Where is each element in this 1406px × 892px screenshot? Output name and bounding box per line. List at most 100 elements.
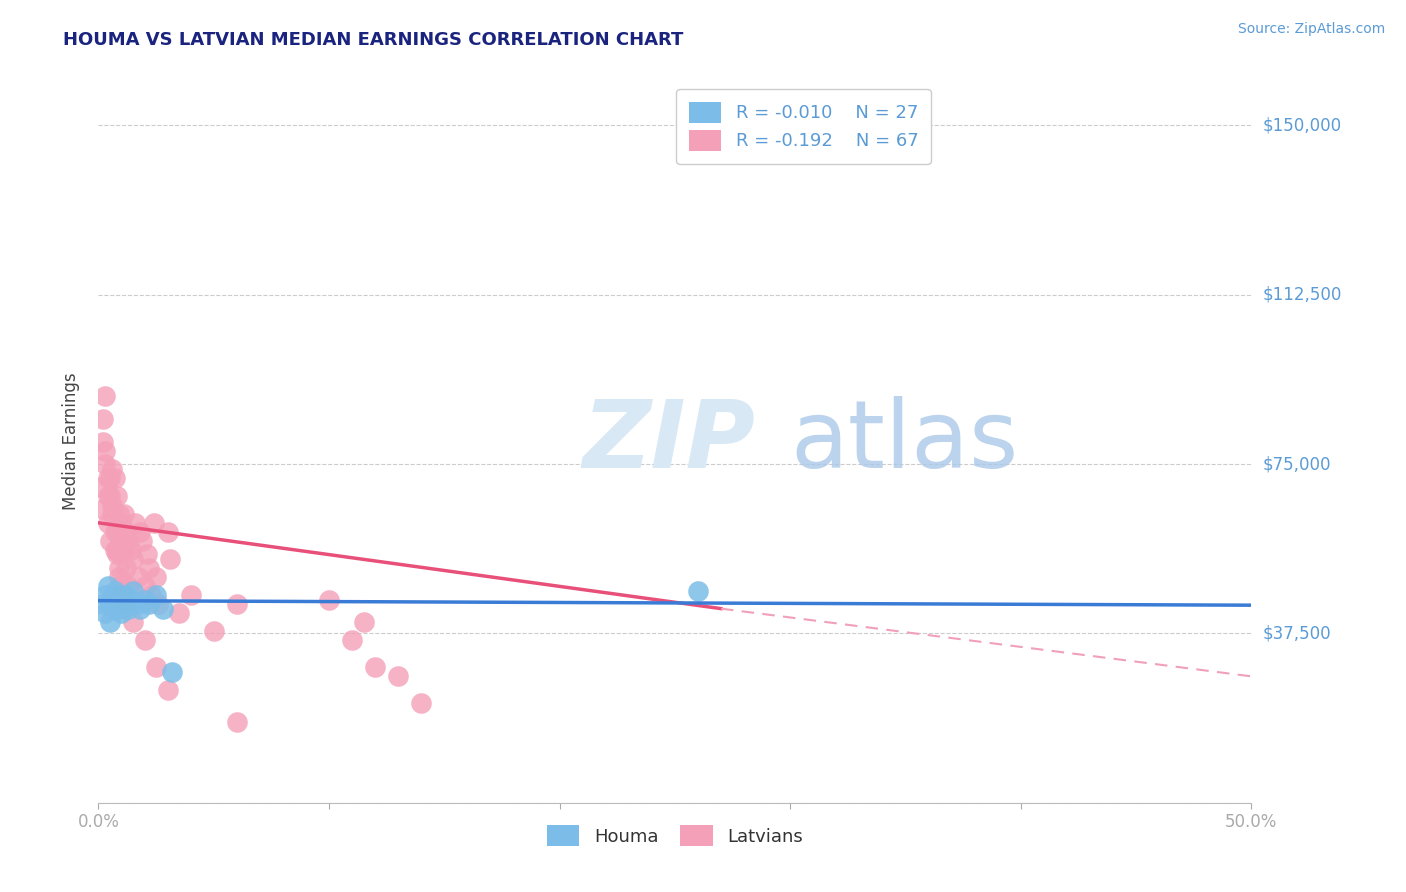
Point: [134, 579, 156, 593]
Point: [103, 470, 125, 484]
Point: [115, 561, 138, 575]
Point: [387, 669, 409, 683]
Point: [122, 552, 145, 566]
Point: [101, 507, 124, 521]
Point: [202, 624, 225, 639]
Point: [105, 548, 128, 562]
Point: [145, 660, 167, 674]
Point: [115, 597, 138, 611]
Text: Source: ZipAtlas.com: Source: ZipAtlas.com: [1237, 22, 1385, 37]
Point: [91, 434, 114, 449]
Point: [115, 588, 138, 602]
Point: [108, 507, 131, 521]
Text: ZIP: ZIP: [582, 395, 755, 488]
Point: [318, 592, 340, 607]
Point: [103, 542, 125, 557]
Point: [98, 615, 121, 630]
Point: [103, 583, 125, 598]
Point: [101, 498, 124, 512]
Point: [105, 597, 128, 611]
Point: [112, 507, 135, 521]
Point: [112, 542, 135, 557]
Point: [115, 524, 138, 539]
Point: [94, 389, 117, 403]
Point: [90, 480, 112, 494]
Point: [340, 633, 363, 648]
Point: [117, 579, 139, 593]
Text: $37,500: $37,500: [1263, 624, 1331, 642]
Point: [108, 561, 131, 575]
Text: $112,500: $112,500: [1263, 285, 1341, 304]
Point: [225, 597, 247, 611]
Text: HOUMA VS LATVIAN MEDIAN EARNINGS CORRELATION CHART: HOUMA VS LATVIAN MEDIAN EARNINGS CORRELA…: [63, 31, 683, 49]
Point: [98, 489, 121, 503]
Point: [364, 660, 387, 674]
Point: [159, 552, 181, 566]
Point: [145, 588, 167, 602]
Point: [122, 615, 145, 630]
Point: [110, 516, 132, 530]
Point: [97, 470, 120, 484]
Point: [156, 682, 179, 697]
Point: [98, 470, 121, 484]
Point: [225, 714, 247, 729]
Point: [97, 516, 120, 530]
Point: [108, 601, 131, 615]
Point: [94, 457, 117, 471]
Point: [94, 606, 117, 620]
Point: [134, 592, 156, 607]
Point: [411, 697, 433, 711]
Point: [94, 588, 117, 602]
Point: [138, 561, 160, 575]
Point: [120, 542, 142, 557]
Point: [94, 443, 117, 458]
Point: [156, 524, 179, 539]
Point: [97, 579, 120, 593]
Point: [105, 588, 128, 602]
Point: [120, 592, 142, 607]
Point: [129, 524, 152, 539]
Point: [138, 597, 160, 611]
Point: [141, 588, 163, 602]
Point: [160, 665, 183, 679]
Point: [129, 601, 152, 615]
Point: [98, 533, 121, 548]
Point: [103, 524, 125, 539]
Point: [105, 524, 128, 539]
Point: [103, 601, 125, 615]
Point: [686, 583, 709, 598]
Point: [353, 615, 375, 630]
Point: [110, 606, 132, 620]
Point: [105, 489, 128, 503]
Point: [180, 588, 202, 602]
Point: [135, 548, 157, 562]
Point: [101, 461, 124, 475]
Point: [127, 597, 149, 611]
Point: [105, 542, 128, 557]
Point: [127, 570, 149, 584]
Point: [110, 592, 132, 607]
Point: [91, 597, 114, 611]
Point: [122, 583, 145, 598]
Point: [131, 533, 153, 548]
Point: [91, 502, 114, 516]
Point: [110, 579, 132, 593]
Text: $75,000: $75,000: [1263, 455, 1331, 473]
Point: [117, 533, 139, 548]
Point: [91, 412, 114, 426]
Point: [142, 516, 165, 530]
Point: [108, 570, 131, 584]
Point: [167, 606, 190, 620]
Point: [110, 579, 132, 593]
Text: $150,000: $150,000: [1263, 117, 1341, 135]
Point: [145, 570, 167, 584]
Point: [148, 597, 170, 611]
Point: [98, 597, 121, 611]
Point: [124, 516, 146, 530]
Point: [97, 489, 120, 503]
Point: [101, 592, 124, 607]
Point: [110, 533, 132, 548]
Point: [134, 633, 156, 648]
Legend: Houma, Latvians: Houma, Latvians: [534, 813, 815, 859]
Point: [152, 601, 174, 615]
